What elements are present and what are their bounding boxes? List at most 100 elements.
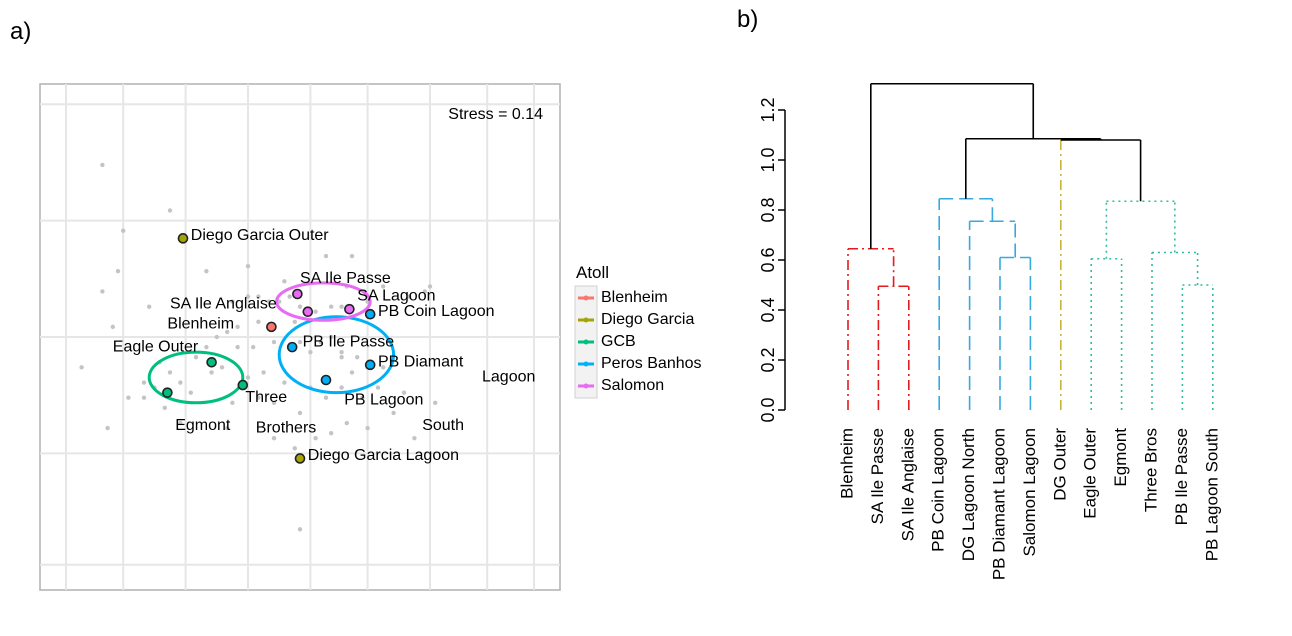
background-point: [339, 349, 344, 355]
legend-key-dot: [583, 361, 589, 367]
background-point: [349, 253, 355, 259]
site-label: South: [422, 417, 464, 434]
legend-key-dot: [583, 339, 589, 345]
background-point: [329, 304, 334, 309]
dendrogram: 0.0 0.2 0.4 0.6 0.8 1.0 1.2 Blenheim SA Ile Pas…: [758, 82, 1221, 580]
background-point: [100, 289, 105, 294]
background-point: [287, 294, 292, 299]
y-tick-label: 0.8: [758, 197, 778, 222]
site-point: [162, 387, 173, 398]
background-point: [266, 299, 271, 304]
site-point: [302, 306, 314, 318]
background-point: [282, 380, 287, 385]
background-point: [381, 284, 386, 289]
site-point: [364, 359, 376, 371]
panel-b-label: b): [737, 6, 759, 33]
site-label: PB Coin Lagoon: [378, 303, 495, 320]
background-point: [214, 334, 219, 340]
legend-entry-label: Diego Garcia: [601, 311, 694, 328]
background-point: [329, 430, 334, 436]
background-point: [178, 380, 183, 385]
leaf-label: Eagle Outer: [1081, 428, 1100, 519]
legend-key-dot: [583, 383, 589, 389]
y-tick-label: 1.2: [758, 97, 778, 122]
site-points: [162, 233, 376, 464]
site-point: [320, 374, 332, 386]
site-label: Egmont: [175, 417, 231, 434]
ellipse-peros-banhos: [277, 315, 396, 395]
background-point: [308, 349, 313, 355]
leaf-label: Blenheim: [837, 428, 856, 499]
background-point: [282, 279, 287, 284]
background-point: [412, 436, 417, 441]
nmds-plot: Diego Garcia Outer SA Ile Passe SA Ile Ang…: [39, 83, 702, 591]
y-tick-label: 0.6: [758, 247, 778, 272]
background-point: [110, 324, 116, 330]
background-point: [256, 319, 261, 325]
y-axis: 0.0 0.2 0.4 0.6 0.8 1.0 1.2: [758, 97, 786, 423]
legend-entry-label: Peros Banhos: [601, 355, 702, 372]
leaf-label: SA Ile Anglaise: [898, 428, 917, 541]
background-point: [313, 309, 318, 314]
background-point: [355, 355, 360, 360]
legend-entry-label: Blenheim: [601, 289, 668, 306]
background-point: [391, 410, 396, 416]
background-point: [323, 253, 329, 259]
site-label: SA Ile Passe: [300, 270, 391, 287]
background-point: [329, 334, 334, 340]
background-point: [245, 263, 251, 269]
background-point: [79, 365, 84, 370]
y-tick-label: 0.2: [758, 347, 778, 372]
background-point: [349, 370, 355, 375]
site-label: Diego Garcia Lagoon: [308, 447, 459, 464]
background-point: [339, 385, 344, 390]
site-label: SA Ile Anglaise: [170, 295, 277, 312]
background-point: [100, 162, 105, 168]
background-point: [235, 324, 240, 330]
site-point: [266, 321, 277, 333]
background-point: [219, 365, 225, 370]
background-point: [365, 425, 370, 431]
leaf-labels: Blenheim SA Ile Passe SA Ile Anglaise PB Co…: [837, 428, 1221, 580]
site-point: [292, 288, 303, 300]
leaf-label: PB Lagoon South: [1202, 428, 1221, 561]
site-label: Blenheim: [167, 316, 234, 333]
background-point: [375, 385, 381, 390]
background-point: [427, 284, 433, 289]
background-point: [188, 390, 193, 395]
group-ellipses: [147, 281, 396, 405]
background-point: [292, 446, 297, 451]
background-point: [230, 400, 235, 405]
site-label: Brothers: [256, 419, 316, 436]
site-label: PB Ile Passe: [303, 333, 395, 350]
background-point: [256, 294, 261, 299]
site-label: Eagle Outer: [113, 338, 199, 355]
background-point: [318, 339, 323, 345]
background-point: [271, 436, 277, 441]
background-point: [141, 395, 147, 400]
legend-entry-label: GCB: [601, 333, 636, 350]
background-point: [297, 339, 303, 345]
legend-key-dot: [583, 317, 589, 323]
site-label: PB Lagoon: [344, 391, 423, 408]
site-point: [364, 308, 376, 320]
background-point: [147, 304, 152, 309]
background-point: [407, 294, 412, 299]
background-point: [297, 304, 303, 309]
background-point: [209, 370, 214, 375]
panel-a-label: a): [10, 18, 32, 45]
leaf-label: PB Coin Lagoon: [929, 428, 948, 552]
leaf-label: Three Bros: [1141, 428, 1160, 512]
legend: Atoll Blenheim Diego Garcia GCB Peros Banho…: [574, 263, 702, 399]
site-point: [206, 356, 217, 368]
site-point: [177, 233, 189, 244]
leaf-label: PB Diamant Lagoon: [989, 428, 1008, 580]
site-label: Lagoon: [482, 369, 535, 386]
background-point: [344, 420, 349, 426]
background-point: [115, 269, 121, 274]
ellipse-gcb: [147, 350, 245, 405]
background-point: [126, 395, 131, 400]
background-point: [225, 329, 230, 335]
legend-title: Atoll: [576, 263, 609, 282]
background-point: [339, 355, 344, 360]
